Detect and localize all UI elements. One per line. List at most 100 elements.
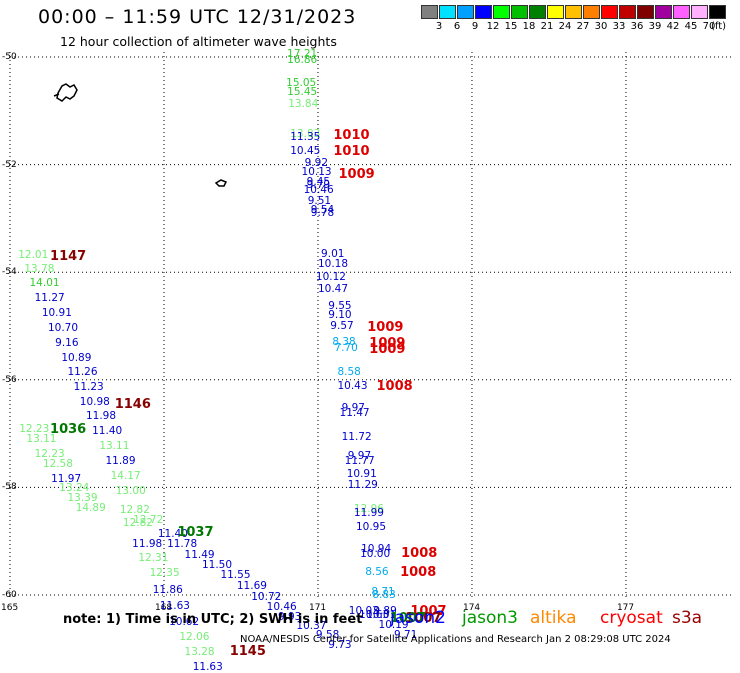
legend-label: 27 <box>576 21 590 32</box>
legend-label: 39 <box>648 21 662 32</box>
wave-height-label: 10.00 <box>360 547 391 560</box>
wave-height-label: 9.93 <box>277 610 302 623</box>
wave-height-label: 14.17 <box>110 469 141 482</box>
wave-height-label: 12.06 <box>179 630 210 643</box>
wave-height-label: 8.83 <box>372 589 396 601</box>
legend-label: 9 <box>471 21 479 32</box>
pressure-label: 1009 <box>369 341 406 357</box>
wave-height-label: 13.00 <box>115 484 146 497</box>
legend-swatch <box>421 5 438 19</box>
wave-height-label: 12.96 <box>353 502 384 515</box>
legend-swatch <box>583 5 600 19</box>
pressure-label: 1009 <box>338 166 375 182</box>
wave-height-label: 9.92 <box>304 156 329 169</box>
wave-height-label: 11.29 <box>347 479 378 492</box>
longitude-label: 165 <box>1 603 19 613</box>
legend-label: 6 <box>453 21 461 32</box>
longitude-label: 168 <box>154 603 173 613</box>
wave-height-label: 10.45 <box>290 144 321 157</box>
wave-height-label: 12.23 <box>19 423 50 436</box>
wave-height-label: 8.71 <box>371 585 395 598</box>
wave-height-label: 9.57 <box>330 320 354 332</box>
wave-height-label: 11.98 <box>85 410 117 423</box>
pressure-label: 1010 <box>333 143 370 159</box>
legend-swatch <box>709 5 726 19</box>
pressure-label: 1008 <box>376 378 413 394</box>
wave-height-label: 15.05 <box>286 76 317 89</box>
wave-height-label: 10.63 <box>359 609 390 622</box>
wave-height-label: 12.23 <box>34 447 65 460</box>
wave-height-label: 13.11 <box>99 439 130 452</box>
wave-height-label: 10.43 <box>337 380 368 393</box>
legend-swatch <box>493 5 510 19</box>
wave-height-label: 14.89 <box>75 501 106 514</box>
wave-height-label: 9.54 <box>310 203 335 216</box>
wave-height-label: 11.63 <box>192 661 223 673</box>
footnote: note: 1) Time is in UTC; 2) SWH is in fe… <box>63 612 363 627</box>
wave-height-label: 12.58 <box>42 457 73 470</box>
legend-swatch <box>547 5 564 19</box>
map-plot[interactable] <box>0 0 740 650</box>
satellite-s3a: s3a <box>672 608 703 628</box>
pressure-label: 1007 <box>410 603 447 619</box>
wave-height-label: 10.91 <box>41 307 72 320</box>
pressure-label: 1010 <box>333 128 370 143</box>
wave-height-label: 9.51 <box>307 195 332 208</box>
wave-height-label: 11.27 <box>34 292 65 305</box>
latitude-label: -58 <box>2 482 17 493</box>
pressure-label: 1146 <box>114 397 151 412</box>
wave-height-label: 9.97 <box>347 450 372 463</box>
wave-height-label: 9.16 <box>55 337 79 350</box>
wave-height-label: 10.91 <box>346 468 377 481</box>
wave-height-label: 10.46 <box>266 600 297 613</box>
legend-swatch <box>637 5 654 19</box>
wave-height-label: 11.55 <box>220 569 251 582</box>
legend-swatch <box>475 5 492 19</box>
legend-swatch <box>619 5 636 19</box>
wave-height-label: 10.70 <box>47 322 79 335</box>
wave-height-label: 9.71 <box>393 628 418 641</box>
legend-label: 33 <box>612 21 626 32</box>
wave-height-label: 13.24 <box>59 482 90 495</box>
wave-height-label: 9.55 <box>328 299 352 312</box>
page-title: 00:00 – 11:59 UTC 12/31/2023 <box>38 6 357 28</box>
wave-height-label: 8.38 <box>332 336 356 349</box>
wave-height-label: 11.23 <box>73 381 104 394</box>
pressure-label: 1036 <box>50 421 87 437</box>
latitude-label: -50 <box>2 52 17 62</box>
pressure-label: 1009 <box>367 320 404 336</box>
wave-height-label: 9.97 <box>341 401 365 414</box>
wave-height-label: 10.62 <box>169 615 200 628</box>
legend-swatch <box>529 5 546 19</box>
page-subtitle: 12 hour collection of altimeter wave hei… <box>60 34 337 49</box>
legend-label: 21 <box>540 21 554 32</box>
pressure-label: 1008 <box>400 564 437 580</box>
legend-label: 30 <box>594 21 608 32</box>
wave-height-label: 13.11 <box>26 432 57 445</box>
wave-height-label: 12.01 <box>18 248 49 261</box>
pressure-label: 1037 <box>177 525 214 541</box>
latitude-label: -54 <box>2 267 17 278</box>
wave-height-label: 11.97 <box>51 472 82 485</box>
wave-height-label: 11.77 <box>344 454 375 467</box>
pressure-label: 1009 <box>369 335 406 351</box>
wave-height-label: 13.83 <box>290 127 321 140</box>
pressure-label: 1007 <box>405 611 442 627</box>
satellite-jason2: jason2 <box>390 608 446 628</box>
wave-height-label: 14.01 <box>29 277 60 290</box>
legend-label: 3 <box>435 21 443 32</box>
longitude-label: 177 <box>616 603 635 613</box>
auckland-islands-shape <box>56 83 78 102</box>
pressure-label: 1008 <box>401 546 438 562</box>
wave-height-label: 9.89 <box>373 604 397 617</box>
legend-label: 70 <box>702 21 716 32</box>
wave-height-label: 11.99 <box>353 506 384 519</box>
latitude-label: -52 <box>2 159 17 170</box>
wave-height-label: 8.56 <box>365 565 389 578</box>
wave-height-label: 10.03 <box>348 604 379 617</box>
wave-height-label: 16.86 <box>287 54 318 67</box>
legend-swatch <box>457 5 474 19</box>
legend-swatch <box>673 5 690 19</box>
legend-label: 15 <box>504 21 518 32</box>
legend-swatch <box>565 5 582 19</box>
